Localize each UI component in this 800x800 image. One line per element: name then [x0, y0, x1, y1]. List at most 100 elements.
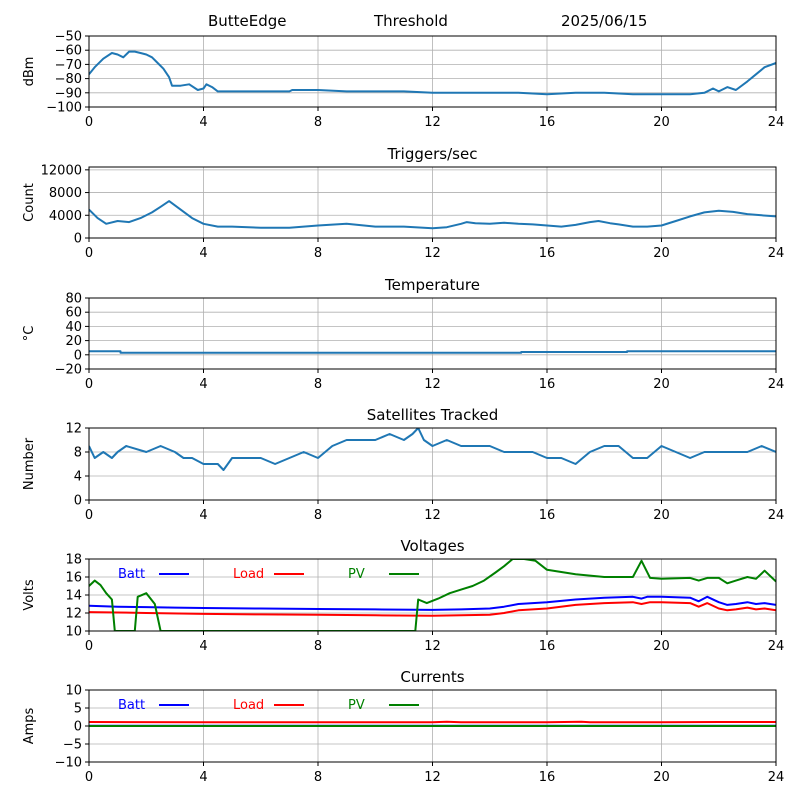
- y-tick-label: −70: [55, 58, 82, 73]
- y-tick-label: 0: [74, 494, 82, 509]
- x-tick-label: 24: [768, 770, 785, 785]
- legend-label: Load: [233, 567, 264, 582]
- y-tick-label: −20: [55, 363, 82, 378]
- legend-label: PV: [348, 567, 365, 582]
- x-tick-label: 24: [768, 377, 785, 392]
- x-tick-label: 12: [424, 770, 441, 785]
- x-tick-label: 24: [768, 246, 785, 261]
- x-tick-label: 8: [314, 770, 322, 785]
- x-tick-label: 16: [539, 639, 556, 654]
- panel-currents: 0 4 8 12 16 20 24 −10 −5 0 5 10 Currents Amps Batt Load…: [22, 668, 784, 785]
- y-tick-label: 16: [65, 571, 82, 586]
- chart-title: Voltages: [400, 537, 464, 555]
- x-tick-label: 16: [539, 377, 556, 392]
- x-tick-label: 0: [85, 115, 93, 130]
- series-line: [89, 350, 776, 354]
- chart-title: Temperature: [384, 276, 480, 294]
- x-tick-label: 12: [424, 377, 441, 392]
- y-tick-label: −5: [63, 738, 82, 753]
- x-tick-label: 0: [85, 770, 93, 785]
- y-axis-label: Count: [22, 183, 37, 222]
- x-tick-label: 24: [768, 639, 785, 654]
- series-line-pv: [89, 559, 776, 631]
- x-tick-label: 4: [199, 770, 207, 785]
- x-tick-label: 20: [653, 246, 670, 261]
- y-tick-label: 0: [74, 720, 82, 735]
- y-tick-label: 10: [65, 684, 82, 699]
- y-tick-label: 4: [74, 470, 82, 485]
- y-tick-label: 12000: [41, 163, 82, 178]
- x-tick-label: 20: [653, 115, 670, 130]
- y-tick-label: 0: [74, 232, 82, 247]
- y-tick-label: −80: [55, 72, 82, 87]
- panel-signal: 0 4 8 12 16 20 24 −100−90−80−70−60−50 dBm: [22, 30, 784, 131]
- y-tick-label: −90: [55, 86, 82, 101]
- x-tick-label: 16: [539, 508, 556, 523]
- panel-satellites: 0 4 8 12 16 20 24 0 4 8 12 Satellites Tracked Number: [22, 406, 784, 523]
- y-axis-label: Number: [22, 437, 37, 490]
- station-name: ButteEdge: [208, 12, 287, 30]
- x-tick-label: 12: [424, 639, 441, 654]
- date-label: 2025/06/15: [561, 12, 647, 30]
- series-line-load: [89, 601, 776, 617]
- y-tick-label: 12: [65, 422, 82, 437]
- chart-title: Triggers/sec: [387, 145, 478, 163]
- x-tick-label: 4: [199, 639, 207, 654]
- x-tick-label: 4: [199, 377, 207, 392]
- panel-triggers: 0 4 8 12 16 20 24 0 4000 8000 12000 Triggers/sec Cou…: [22, 145, 784, 261]
- y-tick-label: 60: [65, 306, 82, 321]
- y-tick-label: 8000: [49, 186, 82, 201]
- y-tick-label: 40: [65, 320, 82, 335]
- x-tick-label: 4: [199, 115, 207, 130]
- series-line: [89, 50, 776, 96]
- y-tick-label: 12: [65, 607, 82, 622]
- y-tick-label: 80: [65, 292, 82, 307]
- series-line-batt: [89, 595, 776, 611]
- y-tick-label: 0: [74, 348, 82, 363]
- x-tick-label: 20: [653, 508, 670, 523]
- panel-voltages: 0 4 8 12 16 20 24 10 12 14 16 18 Voltages Volts Batt Lo…: [22, 537, 784, 654]
- x-tick-label: 12: [424, 508, 441, 523]
- x-tick-label: 8: [314, 377, 322, 392]
- legend-label: PV: [348, 698, 365, 713]
- x-tick-label: 16: [539, 115, 556, 130]
- series-line: [89, 428, 776, 471]
- y-tick-label: 18: [65, 553, 82, 568]
- y-tick-label: −50: [55, 30, 82, 45]
- x-tick-label: 12: [424, 115, 441, 130]
- y-tick-label: 10: [65, 625, 82, 640]
- x-tick-label: 0: [85, 246, 93, 261]
- y-axis-label: Volts: [22, 579, 37, 611]
- legend-label: Batt: [118, 567, 145, 582]
- x-tick-label: 0: [85, 508, 93, 523]
- chart-title: Satellites Tracked: [367, 406, 498, 424]
- y-tick-label: −10: [55, 756, 82, 771]
- y-axis-label: °C: [22, 326, 37, 342]
- x-tick-label: 8: [314, 246, 322, 261]
- mode-label: Threshold: [373, 12, 448, 30]
- x-tick-label: 8: [314, 639, 322, 654]
- chart-title: Currents: [400, 668, 464, 686]
- x-tick-label: 24: [768, 508, 785, 523]
- y-tick-label: 4000: [49, 209, 82, 224]
- y-tick-label: 8: [74, 446, 82, 461]
- x-tick-label: 4: [199, 246, 207, 261]
- x-tick-label: 12: [424, 246, 441, 261]
- y-tick-label: 14: [65, 589, 82, 604]
- x-tick-label: 20: [653, 639, 670, 654]
- legend-label: Load: [233, 698, 264, 713]
- y-tick-label: 20: [65, 334, 82, 349]
- x-tick-label: 20: [653, 770, 670, 785]
- x-tick-label: 8: [314, 115, 322, 130]
- x-tick-label: 20: [653, 377, 670, 392]
- x-tick-label: 4: [199, 508, 207, 523]
- x-tick-label: 8: [314, 508, 322, 523]
- legend-label: Batt: [118, 698, 145, 713]
- series-line: [89, 200, 776, 230]
- x-tick-label: 24: [768, 115, 785, 130]
- y-tick-label: −60: [55, 44, 82, 59]
- y-tick-label: 5: [74, 702, 82, 717]
